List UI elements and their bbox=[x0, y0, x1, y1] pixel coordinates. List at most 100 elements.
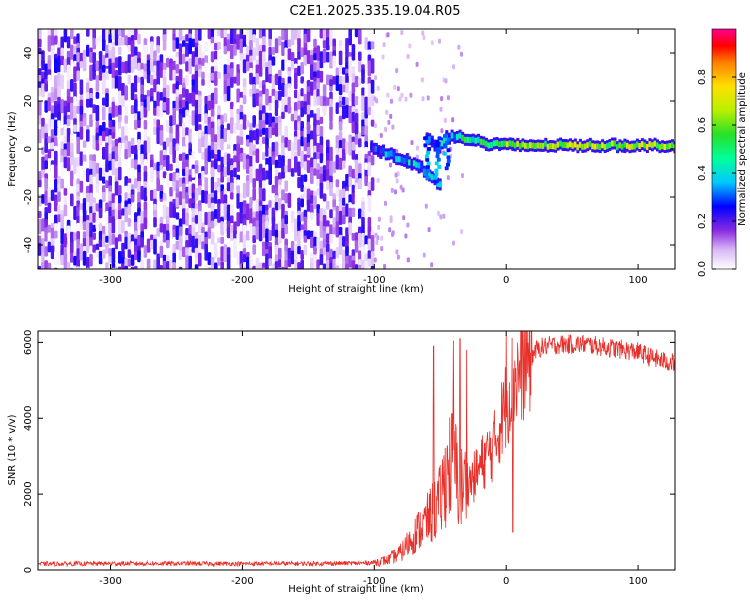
spectrogram-cell bbox=[118, 266, 122, 269]
spectrogram-cell bbox=[226, 161, 231, 176]
spectrogram-cell bbox=[217, 50, 221, 67]
spectrogram-cell bbox=[239, 38, 244, 55]
spectrogram-cell bbox=[223, 194, 228, 205]
y-tick-label: 6000 bbox=[23, 330, 34, 355]
spectrogram-cell bbox=[262, 214, 266, 224]
spectrogram-cell bbox=[134, 62, 138, 70]
spectrogram-cell bbox=[351, 207, 356, 218]
spectrogram-cell bbox=[335, 187, 340, 197]
spectrogram-cell bbox=[130, 57, 135, 73]
signal-cell bbox=[566, 142, 570, 149]
spectrogram-cell bbox=[198, 29, 202, 41]
spectrogram-cell bbox=[220, 29, 224, 39]
spectrogram-cell bbox=[406, 257, 410, 263]
spectrogram-cell bbox=[316, 213, 320, 226]
spectrogram-cell bbox=[41, 156, 45, 171]
spectrogram-cell bbox=[105, 180, 109, 189]
spectrogram-cell bbox=[322, 105, 327, 116]
spectrogram-cell bbox=[358, 61, 362, 73]
spectrogram-cell bbox=[194, 215, 199, 224]
spectrogram-cell bbox=[63, 248, 68, 260]
spectrogram-cell bbox=[38, 211, 42, 219]
spectrogram-cell bbox=[153, 163, 157, 171]
signal-cell bbox=[389, 150, 393, 157]
spectrogram-cell bbox=[54, 214, 58, 225]
spectrogram-cell bbox=[326, 74, 330, 86]
spectrogram-cell bbox=[303, 154, 308, 162]
spectrogram-cell bbox=[194, 264, 199, 269]
spectrogram-cell bbox=[108, 153, 112, 164]
spectrogram-cell bbox=[172, 40, 176, 52]
spectrogram-cell bbox=[265, 253, 269, 267]
spectrogram-cell bbox=[395, 249, 399, 255]
spectrogram-cell bbox=[294, 72, 298, 90]
spectrogram-cell bbox=[191, 38, 196, 48]
spectrogram-cell bbox=[159, 92, 164, 101]
spectrogram-cell bbox=[201, 190, 205, 203]
spectrogram-cell bbox=[79, 61, 84, 69]
spectrogram-cell bbox=[230, 44, 234, 60]
spectrogram-cell bbox=[404, 233, 408, 239]
signal-cell bbox=[591, 143, 595, 150]
spectrogram-cell bbox=[265, 144, 269, 157]
spectrogram-cell bbox=[166, 206, 170, 218]
spectrogram-cell bbox=[214, 194, 218, 203]
signal-cell bbox=[395, 156, 399, 163]
signal-cell bbox=[518, 143, 522, 150]
spectrogram-cell bbox=[134, 99, 138, 114]
spectrogram-cell bbox=[166, 84, 170, 98]
spectrogram-cell bbox=[246, 120, 250, 128]
spectrogram-cell bbox=[134, 113, 138, 122]
spectrogram-cell bbox=[438, 38, 441, 44]
spectrogram-cell bbox=[188, 37, 192, 55]
spectrogram-cell bbox=[364, 109, 368, 119]
spectrogram-cell bbox=[70, 170, 74, 187]
spectrogram-cell bbox=[342, 96, 346, 106]
spectrogram-cell bbox=[262, 152, 266, 161]
spectrogram-cell bbox=[137, 120, 141, 129]
spectrogram-cell bbox=[198, 44, 202, 61]
spectrogram-cell bbox=[38, 87, 42, 97]
spectrogram-cell bbox=[210, 256, 215, 267]
spectrogram-cell bbox=[176, 268, 179, 269]
spectrogram-cell bbox=[178, 191, 183, 206]
spectrogram-cell bbox=[262, 204, 266, 216]
spectrogram-cell bbox=[73, 255, 77, 266]
spectrogram-cell bbox=[319, 95, 324, 106]
spectrogram-cell bbox=[204, 95, 208, 105]
spectrogram-cell bbox=[156, 227, 160, 237]
spectrogram-cell bbox=[300, 136, 304, 147]
signal-cell bbox=[526, 143, 530, 150]
spectrogram-cell bbox=[60, 254, 64, 266]
signal-cell bbox=[551, 143, 555, 150]
spectrogram-cell bbox=[134, 29, 138, 41]
signal-cell bbox=[569, 141, 572, 148]
spectrogram-cell bbox=[268, 74, 272, 84]
spectrogram-cell bbox=[95, 60, 100, 72]
spectrogram-cell bbox=[246, 61, 250, 72]
spectrogram-cell bbox=[233, 230, 237, 240]
spectrogram-cell bbox=[169, 201, 173, 218]
spectrogram-cell bbox=[188, 198, 192, 208]
signal-cell bbox=[490, 142, 494, 148]
spectrogram-cell bbox=[345, 190, 349, 207]
spectrogram-cell bbox=[159, 245, 164, 258]
spectrogram-cell bbox=[354, 264, 359, 269]
spectrogram-cell bbox=[252, 244, 256, 255]
spectrogram-cell bbox=[111, 46, 116, 64]
spectrogram-cell bbox=[50, 164, 55, 178]
spectrogram-cell bbox=[140, 153, 144, 165]
spectrogram-cell bbox=[233, 105, 237, 114]
spectrogram-cell bbox=[182, 168, 186, 177]
spectrogram-cell bbox=[79, 151, 84, 166]
spectrogram-cell bbox=[342, 105, 346, 120]
spectrogram-cell bbox=[294, 227, 298, 242]
spectrogram-cell bbox=[226, 57, 231, 67]
spectrogram-cell bbox=[108, 113, 112, 122]
spectrogram-cell bbox=[38, 242, 42, 256]
spectrogram-cell bbox=[252, 47, 256, 61]
spectrogram-cell bbox=[121, 148, 125, 162]
spectrogram-cell bbox=[415, 61, 419, 67]
spectrogram-cell bbox=[50, 92, 55, 102]
spectrogram-cell bbox=[102, 146, 106, 160]
